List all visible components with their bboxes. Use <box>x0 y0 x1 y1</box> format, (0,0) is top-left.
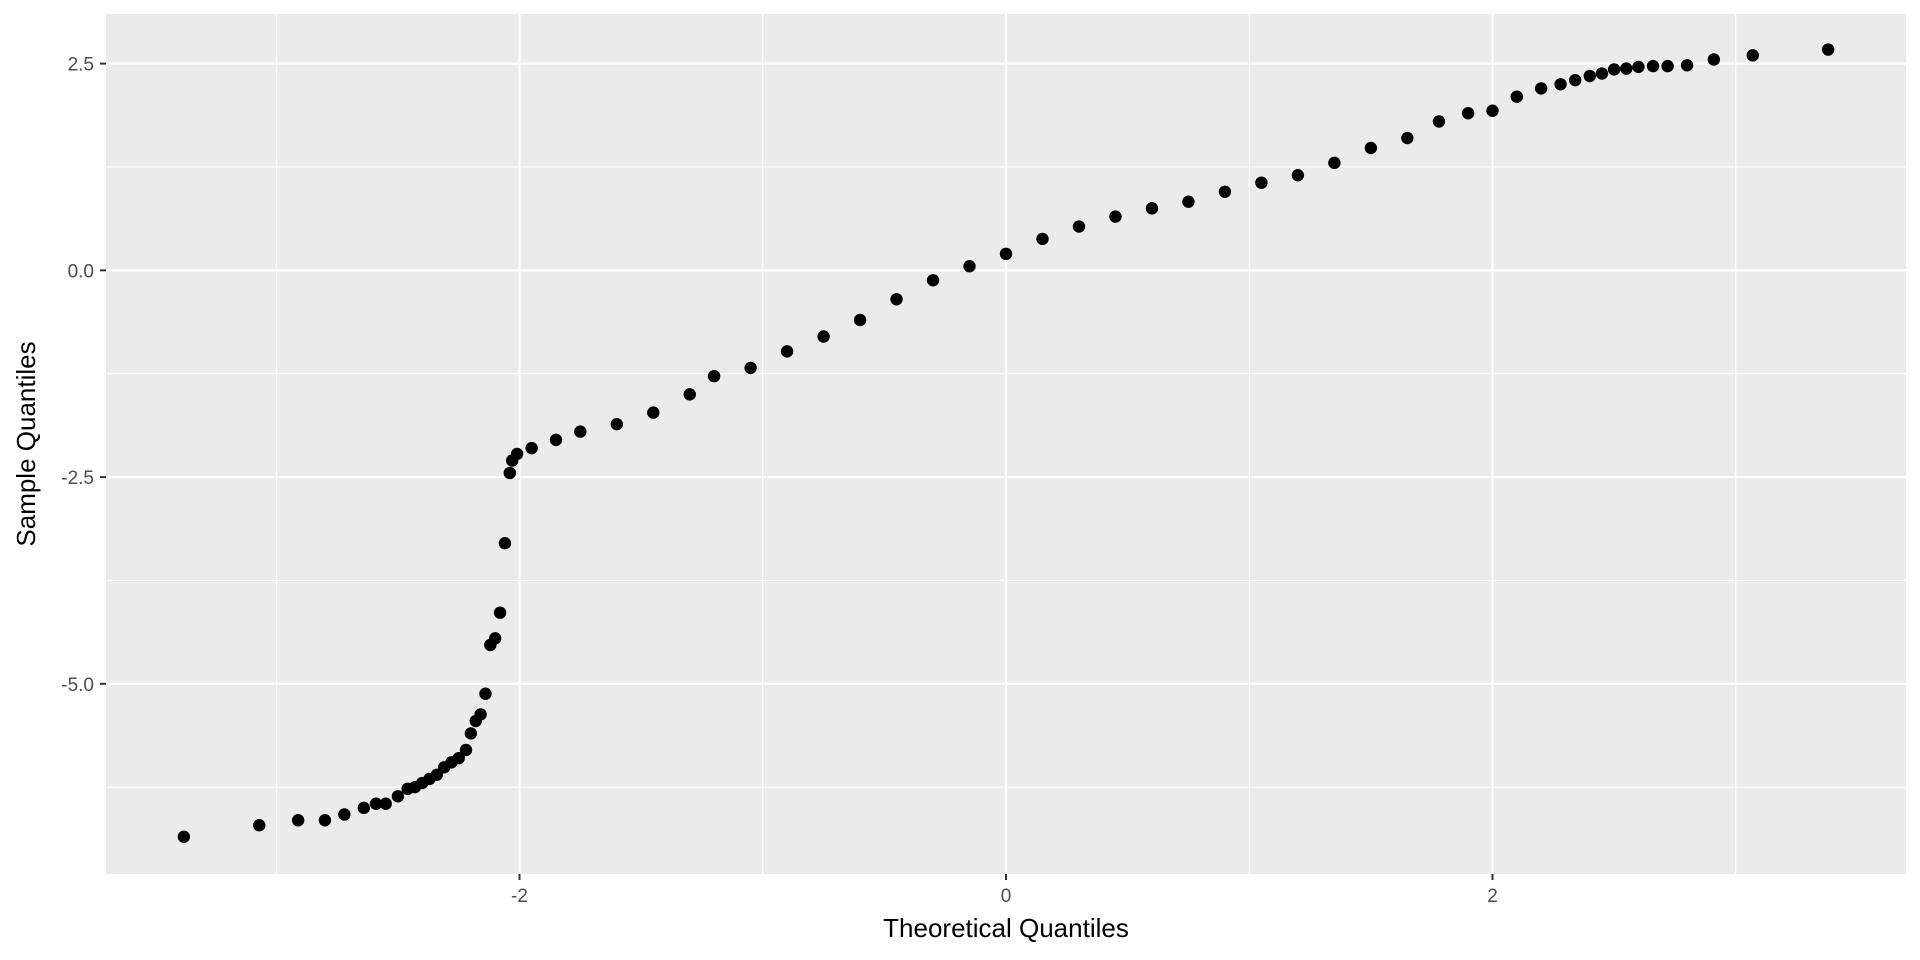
data-point <box>610 417 624 431</box>
data-point <box>817 330 830 343</box>
data-point <box>1255 176 1268 189</box>
data-point <box>1632 60 1645 74</box>
data-point <box>683 388 696 401</box>
data-point <box>1401 131 1414 145</box>
data-point <box>1486 104 1499 117</box>
data-point <box>1364 141 1378 155</box>
y-axis-title: Sample Quantiles <box>11 341 41 546</box>
data-point <box>1707 53 1721 66</box>
data-point <box>853 313 867 327</box>
data-point <box>474 708 487 721</box>
data-point <box>452 752 465 765</box>
data-point <box>1218 185 1232 198</box>
data-point <box>1182 195 1195 208</box>
y-tick-label: 2.5 <box>68 55 94 76</box>
y-axis: 2.5 0.0 -2.5 -5.0 <box>61 55 106 696</box>
y-tick-label: -2.5 <box>61 468 94 489</box>
data-point <box>1328 156 1341 170</box>
x-tick-label: 0 <box>1001 886 1012 907</box>
data-point <box>503 466 516 480</box>
data-point <box>1607 63 1621 76</box>
x-tick-label: 2 <box>1487 886 1498 907</box>
x-axis-title: Theoretical Quantiles <box>883 913 1129 943</box>
data-point <box>647 406 660 419</box>
data-point <box>963 260 976 273</box>
y-tick-label: -5.0 <box>61 675 94 696</box>
data-point <box>338 808 351 821</box>
x-axis: -2 0 2 <box>511 874 1498 907</box>
data-point <box>1510 90 1524 103</box>
data-point <box>1534 82 1548 95</box>
data-point <box>318 814 332 827</box>
data-point <box>1109 210 1122 223</box>
x-tick-label: -2 <box>511 886 528 907</box>
data-points <box>177 43 1835 843</box>
data-point <box>1821 43 1835 56</box>
data-point <box>1680 59 1694 72</box>
data-point <box>498 537 512 550</box>
data-point <box>1595 67 1609 80</box>
data-point <box>459 743 473 757</box>
data-point <box>1145 202 1159 215</box>
data-point <box>926 274 940 287</box>
data-point <box>1746 49 1759 62</box>
data-point <box>999 247 1013 261</box>
data-point <box>1620 62 1633 75</box>
data-point <box>1554 78 1567 91</box>
data-point <box>1432 115 1446 128</box>
data-point <box>379 797 392 810</box>
data-point <box>177 830 191 843</box>
major-grid <box>106 14 1906 874</box>
data-point <box>1646 59 1660 73</box>
data-point <box>493 606 507 619</box>
data-point <box>525 441 538 455</box>
data-point <box>707 369 721 383</box>
data-point <box>1661 59 1674 73</box>
data-point <box>510 447 524 461</box>
data-point <box>744 361 757 375</box>
data-point <box>357 801 371 815</box>
data-point <box>391 790 405 803</box>
data-point <box>488 632 502 645</box>
data-point <box>291 814 305 827</box>
data-point <box>574 425 587 438</box>
data-point <box>369 797 383 810</box>
data-point <box>1036 232 1049 246</box>
data-point <box>890 293 903 306</box>
data-point <box>1461 107 1475 120</box>
y-tick-label: 0.0 <box>68 261 94 282</box>
data-point <box>253 819 266 832</box>
data-point <box>1583 69 1596 83</box>
data-point <box>464 727 478 740</box>
data-point <box>549 433 563 447</box>
data-point <box>479 687 492 700</box>
data-point <box>1291 169 1305 182</box>
data-point <box>780 345 794 358</box>
data-point <box>1072 220 1086 233</box>
data-point <box>1568 73 1582 87</box>
